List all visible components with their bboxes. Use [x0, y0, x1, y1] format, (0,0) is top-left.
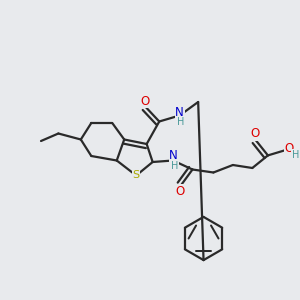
Text: H: H [177, 117, 184, 128]
Text: N: N [169, 148, 178, 162]
Text: H: H [292, 150, 299, 160]
Text: O: O [250, 127, 260, 140]
Text: N: N [175, 106, 184, 119]
Text: O: O [284, 142, 293, 155]
Text: O: O [141, 94, 150, 108]
Text: H: H [171, 161, 178, 171]
Text: S: S [133, 170, 140, 181]
Text: O: O [175, 185, 184, 198]
